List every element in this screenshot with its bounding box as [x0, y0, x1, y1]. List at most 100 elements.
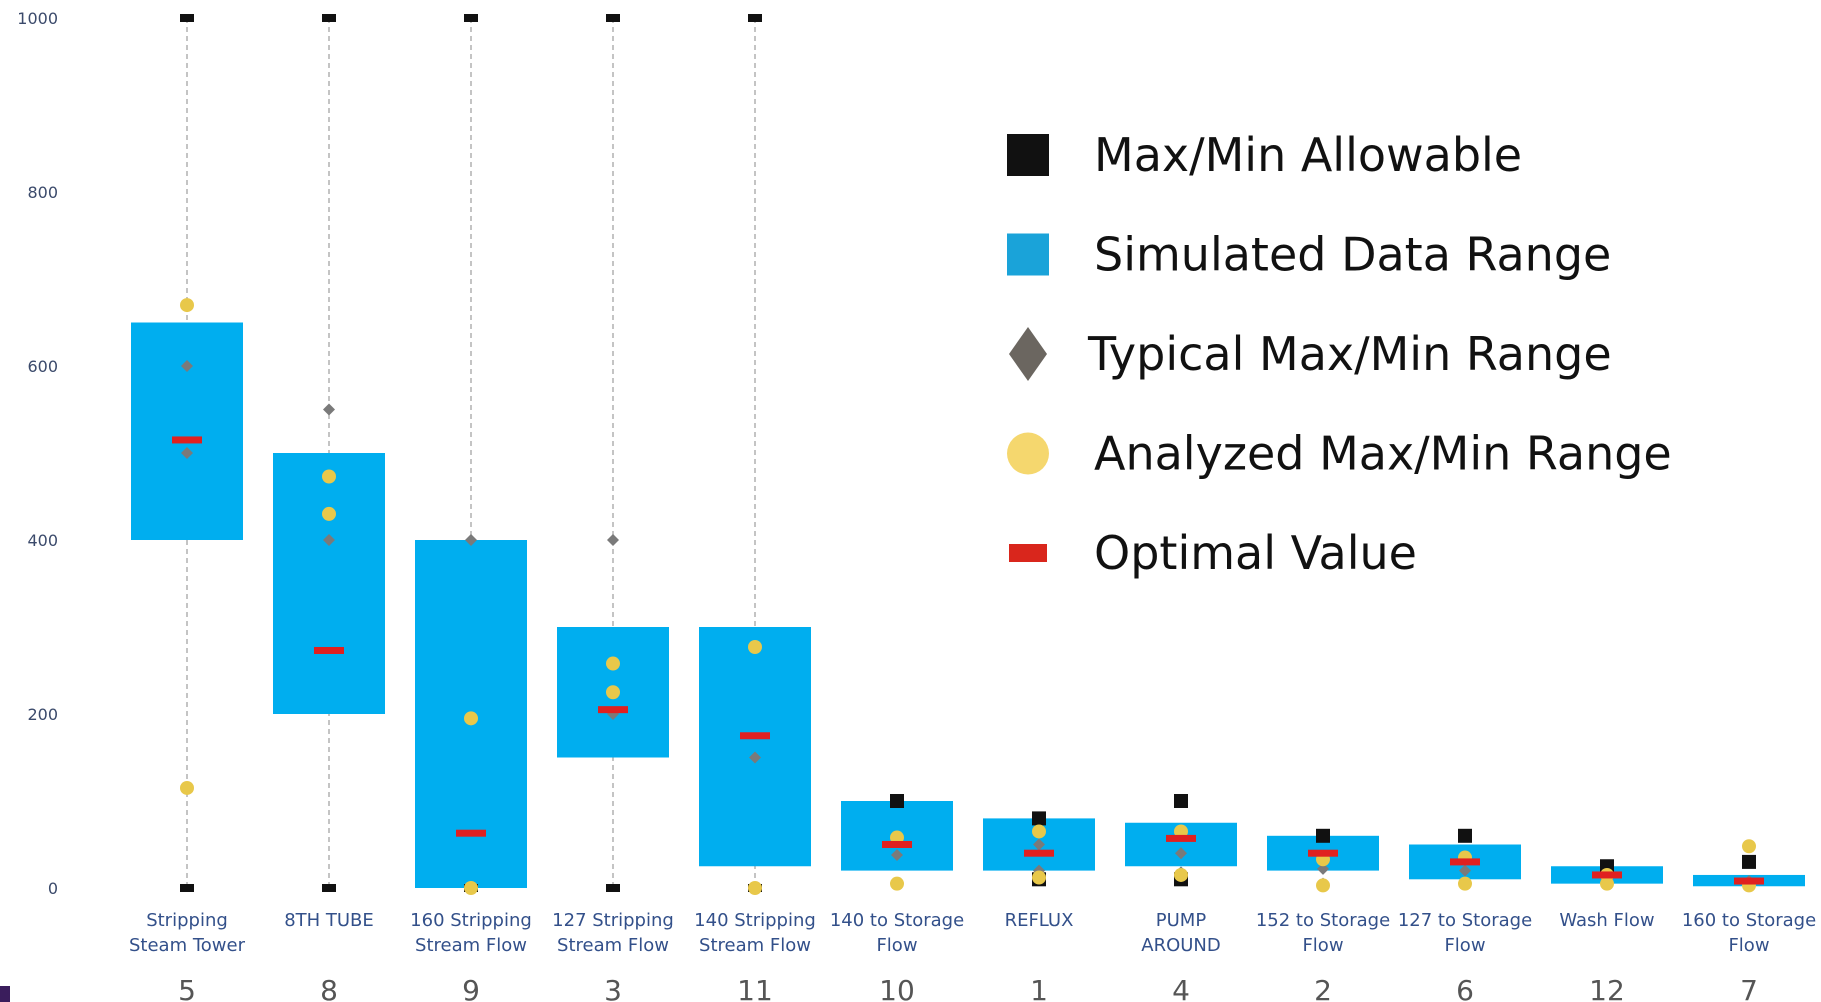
category-id-3: 3	[604, 974, 622, 1002]
typical-marker-2-max	[1317, 862, 1329, 875]
y-tick-label-600: 600	[27, 357, 58, 376]
category-label-3-line1: 127 Stripping	[552, 910, 674, 931]
corner-mark	[0, 986, 10, 1002]
analyzed-marker-12-min	[1600, 876, 1614, 891]
category-label-11-line2: Stream Flow	[699, 935, 811, 956]
analyzed-marker-8-min	[322, 506, 336, 521]
category-label-12-line1: Wash Flow	[1559, 910, 1654, 931]
category-label-5-line2: Steam Tower	[129, 935, 246, 956]
typical-marker-6-max	[1459, 864, 1471, 877]
legend-optimal-label: Optimal Value	[1094, 526, 1417, 580]
optimal-marker-1	[1024, 849, 1054, 857]
category-id-12: 12	[1589, 974, 1625, 1002]
optimal-marker-6	[1450, 858, 1480, 866]
legend-simulated-label: Simulated Data Range	[1094, 228, 1611, 282]
category-label-7-line2: Flow	[1728, 935, 1769, 956]
typical-marker-8-min	[323, 534, 335, 546]
legend-analyzed-swatch	[1007, 432, 1049, 475]
category-id-8: 8	[320, 974, 338, 1002]
category-id-6: 6	[1456, 974, 1474, 1002]
optimal-marker-7	[1734, 877, 1764, 885]
category-label-8-line1: 8TH TUBE	[284, 910, 374, 931]
category-id-1: 1	[1030, 974, 1048, 1002]
category-id-5: 5	[178, 974, 196, 1002]
allowable-marker-10-max	[890, 794, 904, 808]
category-label-9-line2: Stream Flow	[415, 935, 527, 956]
allowable-marker-8-min	[322, 884, 336, 892]
typical-marker-9-max	[465, 534, 477, 546]
legend-analyzed-label: Analyzed Max/Min Range	[1094, 427, 1672, 481]
y-tick-label-400: 400	[27, 531, 58, 550]
legend-typical-swatch	[1009, 327, 1047, 381]
optimal-marker-5	[172, 436, 202, 444]
simulated-range-bar-8	[273, 453, 385, 714]
legend: Max/Min Allowable Simulated Data Range Typ…	[1007, 128, 1672, 580]
analyzed-marker-10-min	[890, 876, 904, 891]
category-id-10: 10	[879, 974, 915, 1002]
allowable-marker-5-min	[180, 884, 194, 892]
typical-marker-1-max	[1033, 838, 1045, 851]
category-labels: Stripping Steam Tower 5 8TH TUBE 8 160 Stripp…	[129, 910, 1816, 1002]
allowable-marker-8-max	[322, 14, 336, 22]
category-label-10-line1: 140 to Storage	[830, 910, 964, 931]
optimal-marker-8	[314, 646, 344, 654]
category-label-10-line2: Flow	[876, 935, 917, 956]
typical-marker-4-max	[1175, 847, 1187, 860]
allowable-marker-1-max	[1032, 811, 1046, 826]
analyzed-marker-7-max	[1742, 839, 1756, 854]
category-label-4-line1: PUMP	[1156, 910, 1207, 931]
typical-marker-11-max	[749, 751, 761, 764]
category-label-2-line1: 152 to Storage	[1256, 910, 1390, 931]
allowable-marker-3-min	[606, 884, 620, 892]
legend-allowable-label: Max/Min Allowable	[1094, 128, 1522, 182]
optimal-marker-2	[1308, 849, 1338, 857]
category-label-2-line2: Flow	[1302, 935, 1343, 956]
typical-marker-10-max	[891, 848, 903, 861]
y-tick-label-800: 800	[27, 183, 58, 202]
analyzed-marker-3-min	[606, 685, 620, 700]
y-tick-label-0: 0	[48, 879, 58, 898]
optimal-marker-11	[740, 732, 770, 740]
analyzed-marker-1-min	[1032, 870, 1046, 885]
optimal-marker-4	[1166, 834, 1196, 842]
category-id-2: 2	[1314, 974, 1332, 1002]
allowable-marker-3-max	[606, 14, 620, 22]
category-id-9: 9	[462, 974, 480, 1002]
analyzed-marker-6-min	[1458, 876, 1472, 891]
category-label-9-line1: 160 Stripping	[410, 910, 532, 931]
typical-marker-5-min	[181, 447, 193, 459]
typical-marker-3-max	[607, 534, 619, 546]
optimal-marker-9	[456, 829, 486, 837]
optimal-marker-10	[882, 841, 912, 848]
allowable-marker-4-max	[1174, 794, 1188, 808]
simulated-ranges	[131, 322, 1805, 888]
y-tick-label-200: 200	[27, 705, 58, 724]
legend-allowable-swatch	[1007, 134, 1049, 176]
allowable-marker-6-max	[1458, 828, 1472, 843]
category-label-5-line1: Stripping	[146, 910, 228, 931]
legend-optimal-swatch	[1009, 544, 1047, 562]
category-label-7-line1: 160 to Storage	[1682, 910, 1816, 931]
allowable-marker-2-max	[1316, 828, 1330, 843]
analyzed-marker-8-max	[322, 469, 336, 484]
category-id-11: 11	[737, 974, 773, 1002]
category-label-1-line1: REFLUX	[1005, 910, 1074, 931]
allowable-marker-7-max	[1742, 854, 1756, 869]
optimal-marker-12	[1592, 871, 1622, 879]
analyzed-marker-5-max	[180, 298, 194, 313]
category-id-7: 7	[1740, 974, 1758, 1002]
y-tick-label-1000: 1000	[17, 9, 58, 28]
simulated-range-bar-5	[131, 322, 243, 540]
category-id-4: 4	[1172, 974, 1190, 1002]
allowable-marker-11-max	[748, 14, 762, 22]
category-label-11-line1: 140 Stripping	[694, 910, 816, 931]
category-label-4-line2: AROUND	[1141, 935, 1221, 956]
analyzed-marker-9-min	[464, 881, 478, 895]
y-axis: 0 200 400 600 800 1000	[17, 9, 58, 898]
analyzed-marker-2-min	[1316, 878, 1330, 893]
analyzed-marker-11-max	[748, 640, 762, 655]
optimal-marker-3	[598, 706, 628, 714]
category-label-6-line1: 127 to Storage	[1398, 910, 1532, 931]
analyzed-marker-3-max	[606, 656, 620, 671]
